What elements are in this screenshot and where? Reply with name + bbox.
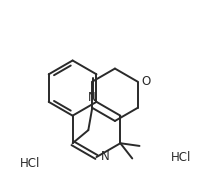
Text: O: O [142, 75, 151, 88]
Text: N: N [88, 91, 97, 104]
Text: HCl: HCl [19, 157, 40, 170]
Text: N: N [100, 150, 109, 163]
Text: HCl: HCl [171, 150, 192, 163]
